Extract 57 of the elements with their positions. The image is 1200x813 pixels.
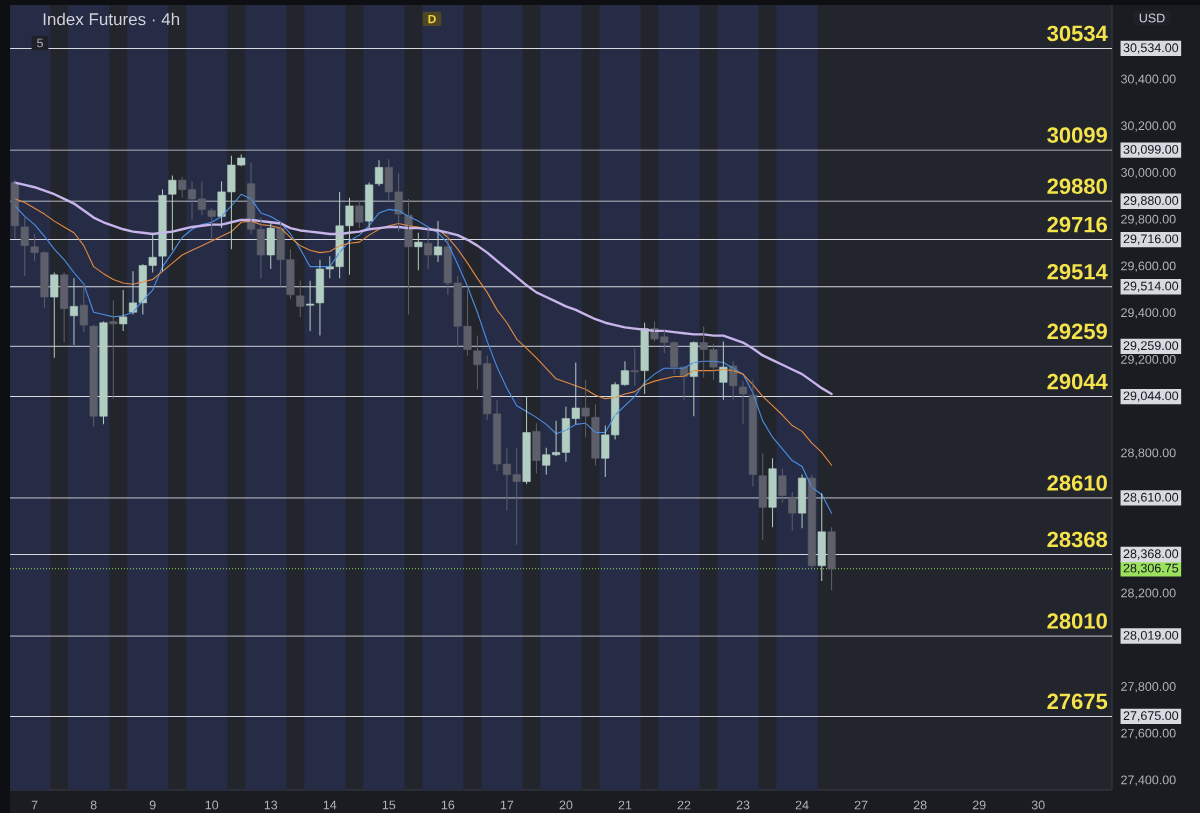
ref-line-label: 28368 bbox=[1047, 531, 1108, 548]
x-tick-label: 29 bbox=[972, 800, 986, 810]
x-tick-label: 22 bbox=[677, 800, 691, 810]
annotation: 28010 bbox=[1047, 613, 1107, 629]
y-tick-label: 30,400.00 bbox=[1121, 74, 1176, 85]
x-tick-label: 21 bbox=[618, 800, 632, 810]
y-tick-label: 29,514.00 bbox=[1123, 281, 1179, 292]
y-tick-label: 27,675.00 bbox=[1123, 711, 1179, 722]
y-tick-label: 29,600.00 bbox=[1121, 261, 1176, 272]
y-tick-label: 29,400.00 bbox=[1121, 308, 1176, 319]
y-tick-label: 30,200.00 bbox=[1121, 121, 1176, 132]
x-tick-label: 10 bbox=[205, 800, 219, 810]
y-tick-label: 29,800.00 bbox=[1121, 214, 1176, 226]
x-tick-label: 23 bbox=[736, 800, 750, 810]
x-tick-label: 24 bbox=[795, 800, 809, 810]
ref-line-label: 29044 bbox=[1047, 373, 1108, 390]
text: USD bbox=[1139, 13, 1165, 23]
y-tick-label: 28,610.00 bbox=[1123, 492, 1179, 504]
y-tick-label: 27,600.00 bbox=[1121, 728, 1176, 740]
x-tick-label: 16 bbox=[441, 800, 455, 810]
chart-title: Index Futures · 4h bbox=[43, 12, 180, 26]
y-tick-label: 28,368.00 bbox=[1123, 549, 1179, 560]
ref-line-label: 29716 bbox=[1047, 216, 1108, 233]
y-tick-label: 29,259.00 bbox=[1123, 341, 1179, 352]
annotation: 5 bbox=[37, 38, 43, 48]
ref-line-label: 29880 bbox=[1047, 178, 1107, 195]
y-tick-label: 27,400.00 bbox=[1121, 775, 1176, 786]
y-tick-label: 29,200.00 bbox=[1121, 354, 1176, 366]
x-tick-label: 27 bbox=[854, 800, 868, 810]
ref-line-label: 30534 bbox=[1047, 25, 1108, 42]
x-tick-label: 15 bbox=[382, 800, 396, 810]
y-tick-label: 30,099.00 bbox=[1123, 144, 1179, 156]
x-tick-label: 14 bbox=[323, 800, 337, 810]
x-tick-label: 13 bbox=[264, 800, 278, 810]
y-tick-label: 27,800.00 bbox=[1121, 682, 1176, 693]
y-tick-label: 29,716.00 bbox=[1123, 234, 1179, 245]
y-tick-label: 28,306.75 bbox=[1123, 563, 1179, 574]
x-tick-label: 7 bbox=[31, 800, 38, 810]
ref-line-label: 30099 bbox=[1047, 127, 1107, 143]
x-tick-label: 20 bbox=[559, 800, 573, 810]
x-tick-label: 8 bbox=[90, 800, 97, 810]
ref-line-label: 29259 bbox=[1047, 323, 1107, 340]
x-tick-label: 9 bbox=[149, 800, 156, 810]
y-tick-label: 29,044.00 bbox=[1123, 391, 1179, 402]
y-tick-label: 28,019.00 bbox=[1123, 630, 1179, 642]
x-tick-label: 28 bbox=[913, 800, 927, 810]
ref-line-label: 28610 bbox=[1047, 475, 1107, 491]
x-tick-label: 30 bbox=[1031, 800, 1045, 810]
y-tick-label: 28,200.00 bbox=[1121, 588, 1176, 599]
y-tick-label: 30,534.00 bbox=[1123, 43, 1179, 54]
ref-line-label: 29514 bbox=[1047, 263, 1108, 280]
x-tick-label: 17 bbox=[500, 800, 514, 810]
annotation: D bbox=[428, 14, 436, 24]
y-tick-label: 29,880.00 bbox=[1123, 196, 1179, 207]
y-tick-label: 30,000.00 bbox=[1121, 168, 1176, 179]
ref-line-label: 27675 bbox=[1047, 693, 1108, 710]
y-tick-label: 28,800.00 bbox=[1121, 448, 1176, 459]
